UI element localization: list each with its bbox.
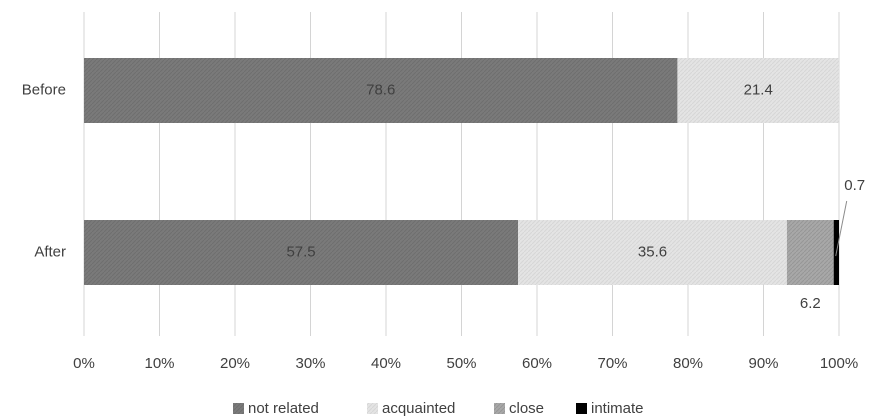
data-label-leader-line: [835, 200, 848, 257]
x-tick-label: 10%: [144, 355, 174, 372]
x-tick-label: 100%: [820, 355, 858, 372]
category-label: Before: [22, 81, 66, 98]
bars: [84, 58, 839, 285]
bar-segment: [84, 220, 519, 285]
x-tick-label: 90%: [748, 355, 778, 372]
x-tick-label: 0%: [73, 355, 95, 372]
category-label: After: [34, 243, 66, 260]
data-labels: 78.6 21.4 57.5 35.6 6.2 0.7: [286, 81, 865, 312]
data-label: 21.4: [744, 81, 773, 98]
x-tick-label: 70%: [597, 355, 627, 372]
legend-label: close: [509, 400, 544, 417]
x-tick-label: 50%: [446, 355, 476, 372]
axis-labels: 0% 10% 20% 30% 40% 50% 60% 70% 80% 90% 100% Before A…: [22, 81, 858, 372]
legend-swatch: [367, 403, 378, 414]
data-label: 78.6: [366, 81, 395, 98]
data-label: 0.7: [844, 177, 865, 194]
legend-label: not related: [248, 400, 319, 417]
bar-segment: [84, 58, 678, 123]
x-tick-label: 20%: [220, 355, 250, 372]
x-tick-label: 30%: [295, 355, 325, 372]
data-label: 57.5: [286, 243, 315, 260]
bar-segment: [786, 220, 834, 285]
data-label: 6.2: [800, 295, 821, 312]
legend: not related acquainted close intimate: [233, 400, 644, 417]
bar-segment: [518, 220, 787, 285]
legend-swatch: [494, 403, 505, 414]
bar-segment: [677, 58, 839, 123]
legend-label: intimate: [591, 400, 644, 417]
legend-swatch: [233, 403, 244, 414]
x-tick-label: 60%: [522, 355, 552, 372]
legend-label: acquainted: [382, 400, 455, 417]
x-tick-label: 80%: [673, 355, 703, 372]
legend-swatch: [576, 403, 587, 414]
data-label: 35.6: [638, 243, 667, 260]
x-tick-label: 40%: [371, 355, 401, 372]
